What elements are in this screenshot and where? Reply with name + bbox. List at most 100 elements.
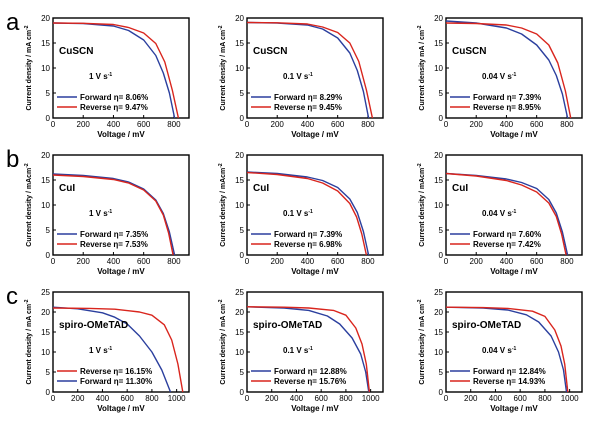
x-tick-label: 400 [301,257,315,266]
material-label: spiro-OMeTAD [253,320,322,331]
y-tick-label: 10 [235,201,244,210]
y-tick-label: 15 [235,176,244,185]
y-axis-label: Current density / mA cm-2 [218,299,227,384]
y-axis-label-exponent: -2 [417,299,423,304]
y-tick-label: 10 [235,64,244,73]
y-axis-label-exponent: -2 [24,25,30,30]
x-tick-label: 400 [96,394,110,403]
y-axis-label-text: Current density / mA cm [26,304,33,385]
y-axis-label-text: Current density / mAcm [220,168,227,247]
x-tick-label: 0 [51,257,56,266]
legend-label-reverse: Reverse η= 7.42% [473,240,541,249]
y-axis-label-exponent: -2 [218,25,224,30]
x-axis-label: Voltage / mV [490,267,538,276]
plot-frame [445,291,583,393]
x-axis-label: Voltage / mV [291,267,339,276]
y-axis-label: Current density mA / cm-2 [417,25,426,110]
x-tick-label: 800 [361,257,375,266]
x-tick-label: 400 [500,120,514,129]
x-axis-label: Voltage / mV [97,267,145,276]
y-tick-label: 15 [235,328,244,337]
x-tick-label: 400 [500,257,514,266]
scan-rate-label: 0.1 V s-1 [283,209,313,218]
scan-rate-exponent: -1 [308,72,313,78]
x-axis-label: Voltage / mV [490,130,538,139]
x-tick-label: 800 [560,257,574,266]
y-axis-label: Current density / mAcm-2 [417,163,426,247]
y-axis-label-text: Current density / mAcm [26,168,33,247]
x-tick-label: 0 [444,120,449,129]
scan-rate-text: 1 V s [89,72,108,81]
x-tick-label: 600 [530,120,544,129]
scan-rate-label: 1 V s-1 [89,72,112,81]
series-line-forward [246,171,370,256]
material-label: CuI [59,183,75,194]
x-tick-label: 200 [271,257,285,266]
x-axis-label: Voltage / mV [291,404,339,413]
x-tick-label: 200 [77,120,91,129]
x-tick-label: 200 [271,120,285,129]
legend-label-reverse: Reverse η= 9.47% [80,103,148,112]
x-tick-label: 400 [301,120,315,129]
y-tick-label: 20 [434,14,443,23]
scan-rate-label: 0.04 V s-1 [482,72,516,81]
y-tick-label: 0 [46,251,51,260]
material-label: CuSCN [59,46,93,57]
y-tick-label: 10 [235,348,244,357]
legend-label-forward: Forward η= 7.60% [473,230,541,239]
series-line-reverse [52,307,184,393]
series-line-reverse [246,171,368,256]
scan-rate-text: 0.04 V s [482,346,512,355]
x-tick-label: 0 [444,257,449,266]
chart-panel-6: 0 200 400 600 800 0 5 10 15 20 Voltage / mV Current… [417,151,583,276]
x-tick-label: 0 [245,120,250,129]
scan-rate-text: 1 V s [89,209,108,218]
y-axis-label: Current density / mA cm-2 [24,25,33,110]
y-axis-label-text: Current density mA / cm [419,30,426,111]
y-tick-label: 25 [235,288,244,297]
scan-rate-text: 0.04 V s [482,72,512,81]
y-tick-label: 5 [240,368,245,377]
chart-panel-2: 0 200 400 600 800 0 5 10 15 20 Voltage / mV Current… [218,14,384,139]
scan-rate-text: 0.1 V s [283,72,309,81]
x-tick-label: 400 [290,394,304,403]
y-axis-label-exponent: -2 [218,163,224,168]
y-tick-label: 10 [41,201,50,210]
y-tick-label: 15 [41,176,50,185]
y-tick-label: 15 [41,328,50,337]
x-tick-label: 0 [51,120,56,129]
legend-label-forward: Forward η= 12.84% [473,367,546,376]
scan-rate-exponent: -1 [512,72,517,78]
x-tick-label: 200 [464,394,478,403]
legend-label-forward: Forward η= 7.35% [80,230,148,239]
legend-label-reverse: Reverse η= 8.95% [473,103,541,112]
y-tick-label: 20 [235,151,244,160]
material-label: CuI [253,183,269,194]
series-line-reverse [445,306,569,393]
x-tick-label: 600 [530,257,544,266]
series-line-forward [52,306,172,393]
x-tick-label: 200 [470,120,484,129]
legend-label-reverse: Reverse η= 6.98% [274,240,342,249]
legend-label-reverse: Reverse η= 9.45% [274,103,342,112]
y-tick-label: 10 [434,348,443,357]
chart-panel-7: 0 200 400 600 800 1000 0 5 10 15 20 25 Voltage / mV C… [24,288,190,413]
y-tick-label: 20 [41,14,50,23]
x-tick-label: 0 [51,394,56,403]
scan-rate-label: 1 V s-1 [89,346,112,355]
series-line-forward [445,306,568,393]
series-line-forward [445,172,569,256]
x-tick-label: 600 [137,120,151,129]
y-axis-label: Current density / mA cm-2 [417,299,426,384]
series-line-reverse [52,22,180,119]
y-axis-label-exponent: -2 [24,163,30,168]
chart-panel-9: 0 200 400 600 800 1000 0 5 10 15 20 25 Voltage / mV C… [417,288,583,413]
y-axis-label: Current density / mA cm-2 [24,299,33,384]
x-tick-label: 600 [137,257,151,266]
y-tick-label: 20 [235,14,244,23]
x-axis-label: Voltage / mV [490,404,538,413]
y-tick-label: 0 [240,251,245,260]
y-axis-label-text: Current density / mA cm [419,304,426,385]
legend-label-forward: Forward η= 8.06% [80,93,148,102]
legend-label-forward: Forward η= 12.88% [274,367,347,376]
